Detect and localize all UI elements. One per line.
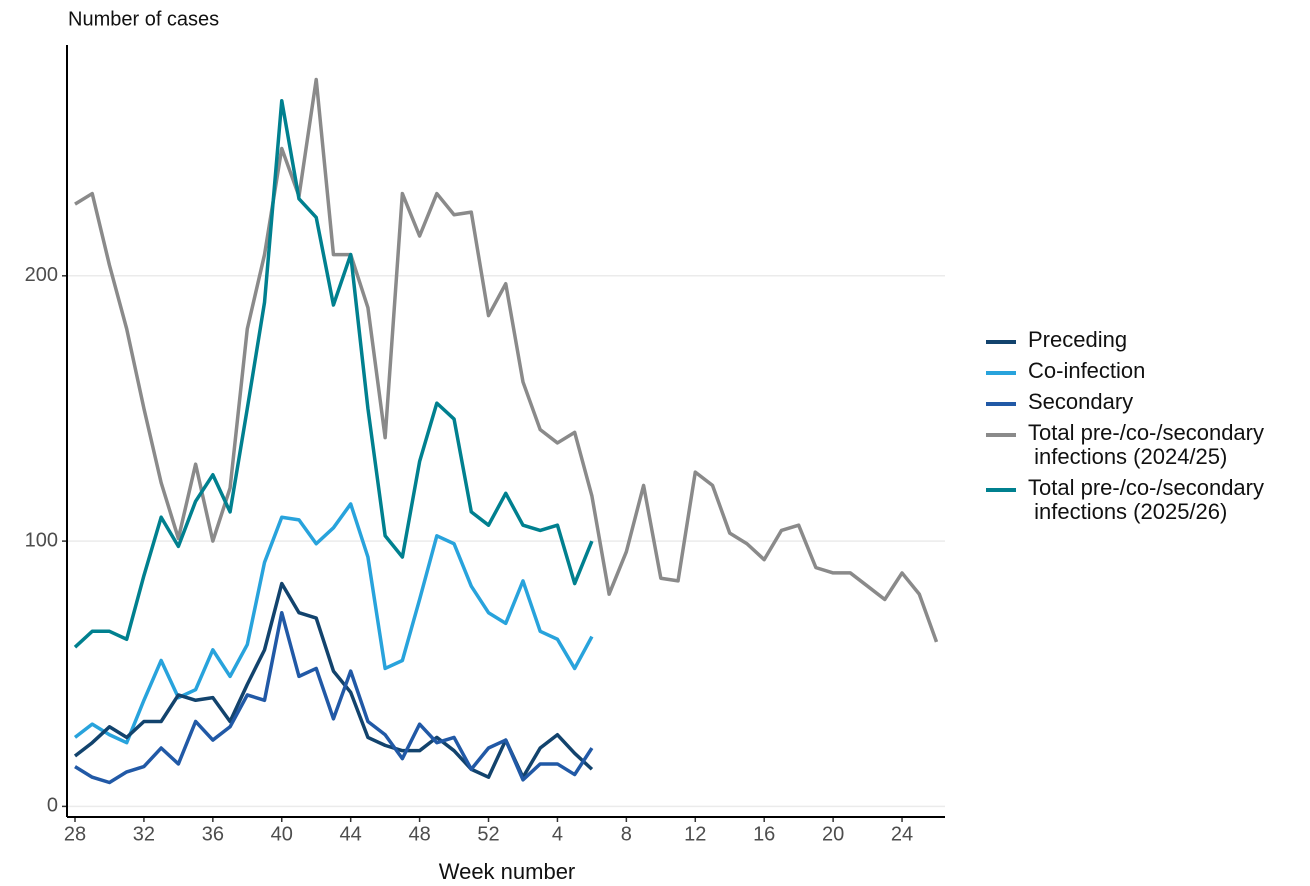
y-tick-label: 0 xyxy=(47,795,58,817)
legend-item: Total pre-/co-/secondary infections (202… xyxy=(986,476,1264,524)
legend-label: Co-infection xyxy=(1028,358,1146,383)
legend-label: Preceding xyxy=(1028,327,1128,352)
series-line xyxy=(73,502,594,745)
x-tick-label: 48 xyxy=(408,823,430,845)
x-tick-label: 16 xyxy=(753,823,775,845)
x-tick-label: 52 xyxy=(477,823,499,845)
legend-swatch xyxy=(986,402,1016,406)
x-axis-label: Week number xyxy=(439,859,576,884)
legend-swatch xyxy=(986,340,1016,344)
x-tick-label: 12 xyxy=(684,823,706,845)
x-tick-label: 36 xyxy=(202,823,224,845)
x-tick-label: 40 xyxy=(271,823,293,845)
series-line xyxy=(74,77,939,643)
y-axis-label: Number of cases xyxy=(68,8,219,30)
legend: Preceding Co-infection Secondary Total pre-… xyxy=(986,328,1264,531)
x-tick-label: 32 xyxy=(133,823,155,845)
legend-item: Secondary xyxy=(986,390,1264,414)
x-tick-label: 20 xyxy=(822,823,844,845)
y-tick-label: 100 xyxy=(25,529,58,551)
legend-label: Total pre-/co-/secondary infections (202… xyxy=(1028,475,1264,524)
legend-item: Preceding xyxy=(986,328,1264,352)
legend-item: Co-infection xyxy=(986,359,1264,383)
legend-swatch xyxy=(986,371,1016,375)
legend-swatch xyxy=(986,433,1016,437)
series-line xyxy=(73,98,594,649)
legend-label: Total pre-/co-/secondary infections (202… xyxy=(1028,420,1264,469)
x-tick-label: 4 xyxy=(552,823,563,845)
series-line xyxy=(74,610,594,785)
x-tick-label: 8 xyxy=(621,823,632,845)
legend-swatch xyxy=(986,488,1016,492)
legend-item: Total pre-/co-/secondary infections (202… xyxy=(986,421,1264,469)
x-tick-label: 24 xyxy=(891,823,913,845)
legend-label: Secondary xyxy=(1028,389,1134,414)
x-tick-label: 28 xyxy=(64,823,86,845)
x-tick-label: 44 xyxy=(340,823,362,845)
y-tick-label: 200 xyxy=(25,264,58,286)
